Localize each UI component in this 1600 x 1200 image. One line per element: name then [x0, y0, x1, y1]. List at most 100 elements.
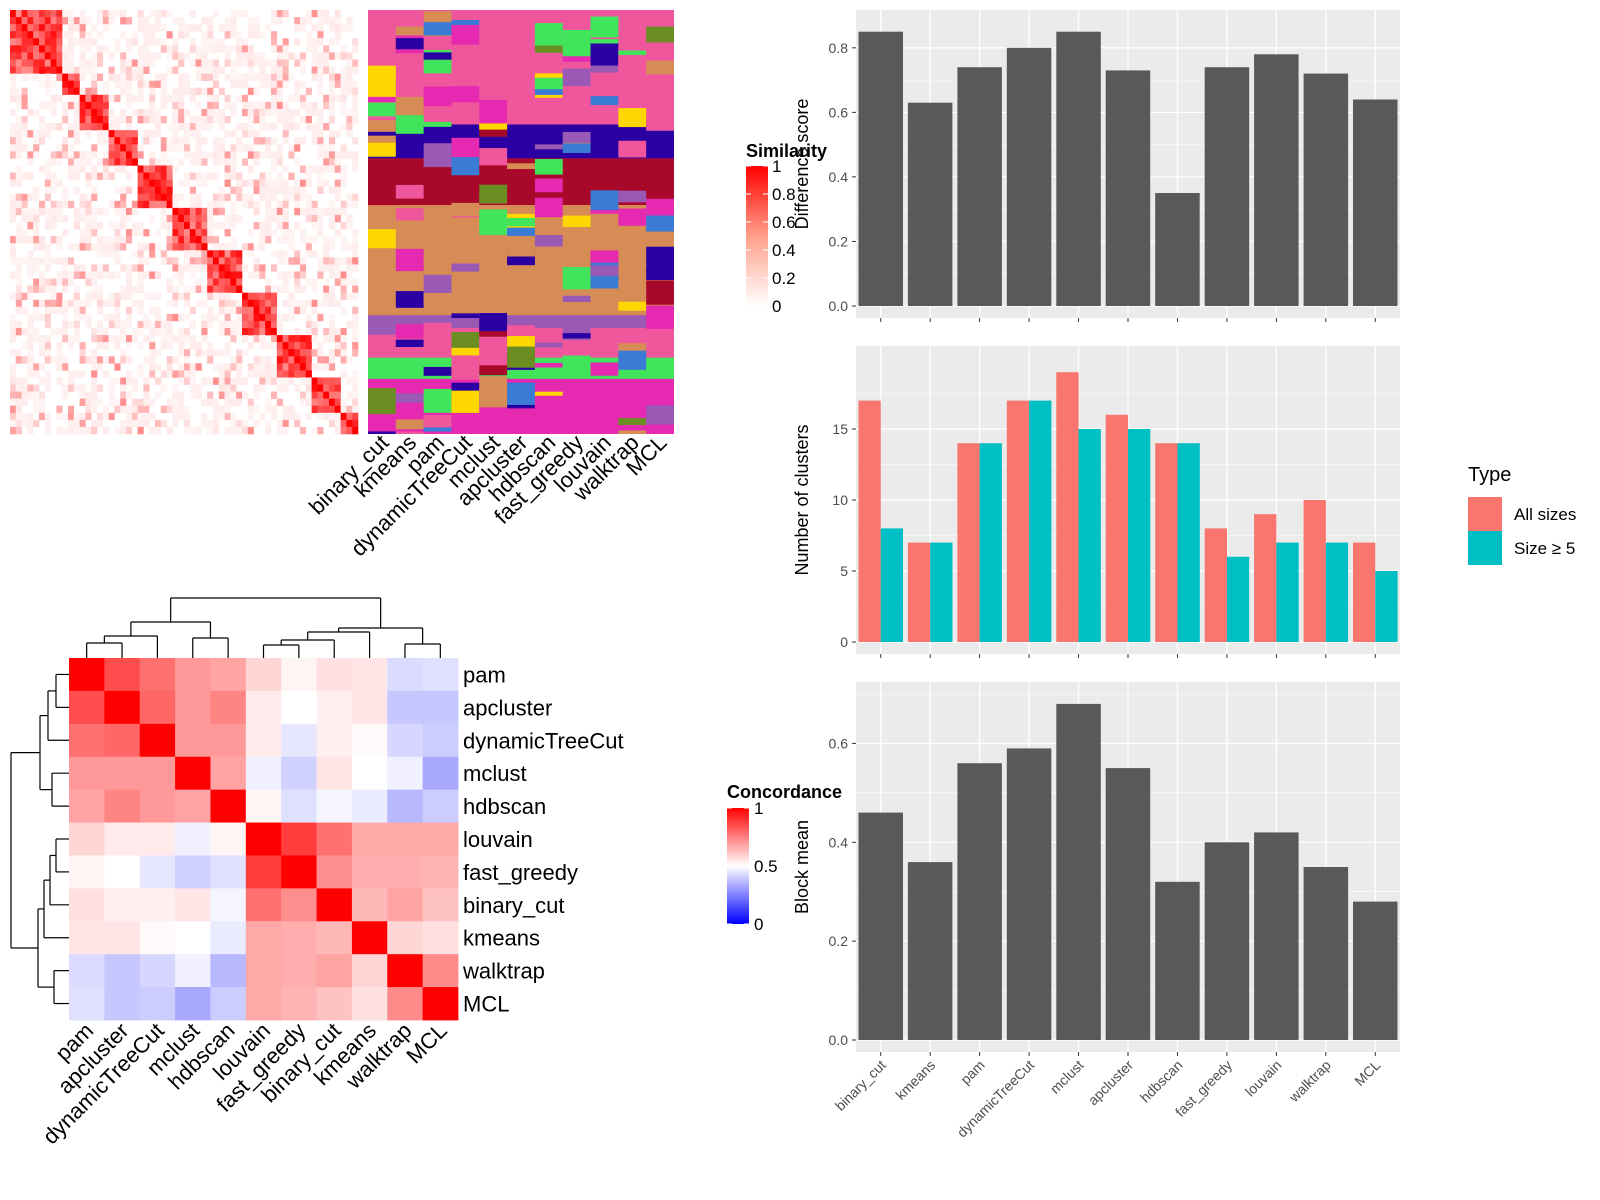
similarity-cell [56, 31, 63, 39]
similarity-cell [218, 271, 225, 279]
similarity-cell [236, 278, 243, 286]
similarity-cell [230, 377, 237, 385]
similarity-cell [91, 186, 98, 195]
similarity-cell [276, 158, 283, 166]
similarity-cell [184, 151, 191, 159]
similarity-cell [305, 108, 312, 117]
similarity-cell [10, 179, 17, 187]
similarity-cell [68, 151, 75, 159]
similarity-cell [276, 108, 283, 117]
similarity-cell [172, 207, 179, 216]
similarity-cell [68, 299, 75, 308]
similarity-cell [131, 130, 138, 138]
concordance-cell [210, 658, 247, 692]
cluster-segment [423, 322, 452, 341]
similarity-cell [236, 313, 243, 322]
similarity-cell [56, 243, 63, 251]
similarity-cell [311, 73, 318, 81]
similarity-cell [143, 243, 150, 251]
similarity-cell [39, 278, 46, 286]
similarity-cell [44, 24, 51, 32]
concordance-cell [139, 658, 176, 692]
similarity-cell [282, 271, 289, 279]
similarity-cell [27, 52, 34, 60]
concordance-cell [245, 723, 282, 758]
bar [1105, 70, 1151, 307]
similarity-cell [10, 391, 17, 399]
similarity-cell [195, 384, 202, 392]
similarity-cell [305, 313, 312, 322]
similarity-cell [294, 335, 301, 343]
similarity-cell [91, 243, 98, 251]
similarity-cell [329, 207, 336, 216]
similarity-cell [114, 426, 121, 435]
similarity-cell [73, 137, 80, 145]
similarity-cell [85, 123, 92, 131]
similarity-cell [50, 108, 57, 117]
similarity-cell [160, 193, 167, 202]
similarity-cell [155, 313, 162, 322]
similarity-cell [155, 193, 162, 202]
similarity-cell [352, 151, 359, 159]
similarity-cell [160, 370, 167, 378]
concordance-cell [281, 690, 317, 725]
concordance-row-label: louvain [463, 827, 533, 852]
similarity-cell [39, 165, 46, 173]
similarity-cell [172, 123, 179, 131]
similarity-cell [27, 158, 34, 166]
similarity-cell [329, 137, 336, 145]
similarity-cell [276, 80, 283, 89]
similarity-cell [97, 94, 104, 103]
similarity-cell [294, 285, 301, 293]
similarity-cell [207, 73, 214, 81]
similarity-cell [68, 419, 75, 428]
y-tick-label: 0.6 [829, 104, 849, 120]
similarity-cell [311, 236, 318, 244]
similarity-cell [68, 52, 75, 60]
similarity-cell [126, 377, 133, 385]
similarity-cell [189, 320, 196, 329]
similarity-cell [224, 193, 231, 202]
similarity-cell [300, 207, 307, 216]
similarity-cell [265, 229, 272, 237]
similarity-cell [276, 250, 283, 258]
similarity-cell [317, 165, 324, 173]
similarity-cell [172, 370, 179, 378]
concordance-cell [104, 690, 141, 725]
similarity-cell [21, 193, 28, 202]
similarity-cell [102, 207, 109, 216]
similarity-cell [62, 101, 69, 110]
similarity-cell [68, 320, 75, 329]
similarity-cell [10, 172, 17, 180]
similarity-cell [282, 426, 289, 435]
similarity-cell [97, 222, 104, 230]
similarity-cell [242, 328, 249, 336]
similarity-cell [317, 299, 324, 308]
similarity-cell [137, 165, 144, 173]
similarity-cell [68, 80, 75, 89]
similarity-cell [15, 10, 22, 18]
similarity-cell [68, 24, 75, 32]
similarity-cell [102, 116, 109, 124]
similarity-cell [149, 101, 156, 110]
similarity-cell [276, 59, 283, 67]
similarity-cell [73, 306, 80, 315]
similarity-cell [108, 73, 115, 81]
similarity-cell [143, 38, 150, 46]
similarity-cell [15, 137, 22, 145]
cluster-segment [395, 208, 424, 221]
similarity-cell [143, 313, 150, 322]
legend-label-size-ge-5: Size ≥ 5 [1514, 539, 1575, 558]
similarity-cell [56, 45, 63, 53]
similarity-cell [201, 412, 208, 421]
similarity-cell [282, 229, 289, 237]
similarity-cell [300, 101, 307, 110]
similarity-cell [149, 412, 156, 421]
concordance-row-labels: pamapclusterdynamicTreeCutmclusthdbscanl… [462, 663, 624, 1017]
similarity-cell [236, 144, 243, 152]
similarity-cell [300, 59, 307, 67]
similarity-cell [39, 313, 46, 322]
similarity-cell [288, 370, 295, 378]
concordance-cell [316, 855, 353, 889]
similarity-cell [131, 158, 138, 166]
